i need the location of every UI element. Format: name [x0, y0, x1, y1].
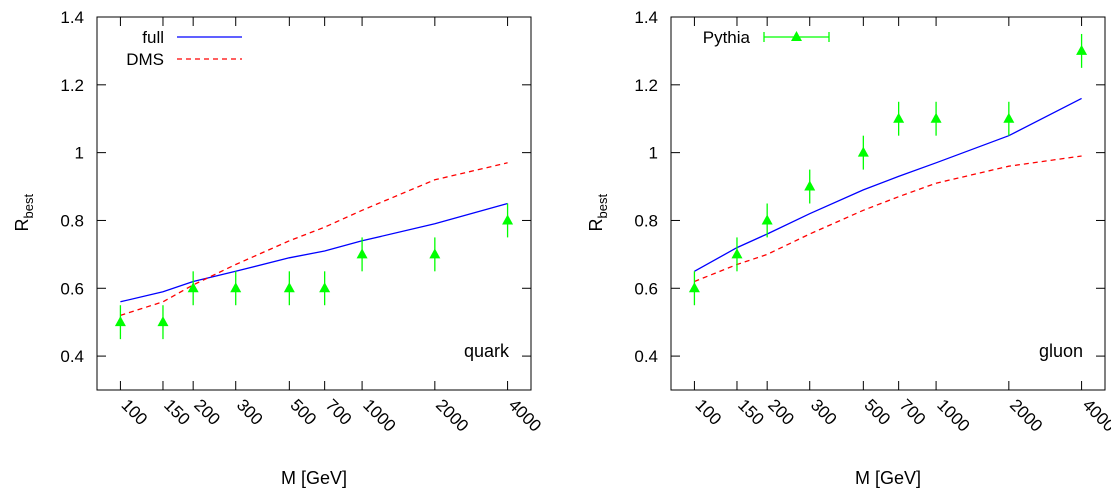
- data-point-series-2: [429, 248, 441, 259]
- series-line-full: [120, 202, 508, 303]
- legend-marker-pythia: [791, 31, 802, 41]
- y-tick-label: 0.4: [634, 347, 658, 366]
- data-point-series-2: [502, 214, 514, 225]
- series-line-series-0: [694, 97, 1082, 272]
- data-point-series-2: [114, 316, 126, 327]
- panel-annotation: quark: [464, 341, 510, 361]
- data-point-series-2: [356, 248, 368, 259]
- y-tick-label: 1.2: [634, 76, 658, 95]
- x-tick-label: 500: [287, 395, 320, 428]
- data-point-pythia: [1076, 44, 1088, 55]
- data-point-pythia: [1003, 112, 1015, 123]
- x-tick-label: 4000: [505, 395, 545, 435]
- x-axis-title: M [GeV]: [855, 468, 921, 488]
- y-tick-label: 1.2: [60, 76, 84, 95]
- x-tick-label: 200: [190, 395, 223, 428]
- data-point-pythia: [761, 214, 773, 225]
- plot-frame: [670, 16, 1106, 391]
- data-point-series-2: [283, 282, 295, 293]
- data-point-pythia: [930, 112, 942, 123]
- x-tick-label: 300: [807, 395, 840, 428]
- series-line-series-1: [694, 155, 1082, 283]
- y-tick-label: 0.8: [634, 211, 658, 230]
- y-axis-title-subscript: best: [21, 194, 36, 219]
- y-tick-label: 0.6: [60, 279, 84, 298]
- x-tick-label: 150: [160, 395, 193, 428]
- y-tick-label: 1: [649, 144, 658, 163]
- data-point-series-2: [319, 282, 331, 293]
- y-axis-title-main: R: [586, 219, 606, 232]
- legend-label-pythia: Pythia: [703, 28, 751, 47]
- y-tick-label: 0.6: [634, 279, 658, 298]
- x-tick-label: 2000: [432, 395, 472, 435]
- y-axis-title-main: R: [12, 219, 32, 232]
- data-point-pythia: [688, 282, 700, 293]
- data-point-series-2: [187, 282, 199, 293]
- y-tick-label: 0.4: [60, 347, 84, 366]
- data-point-pythia: [857, 146, 869, 157]
- x-tick-label: 700: [896, 395, 929, 428]
- x-tick-label: 1000: [359, 395, 399, 435]
- series-line-dms: [120, 162, 508, 317]
- x-tick-label: 2000: [1006, 395, 1046, 435]
- y-tick-label: 1: [75, 144, 84, 163]
- x-tick-label: 200: [764, 395, 797, 428]
- x-tick-label: 100: [692, 395, 725, 428]
- legend-label-full: full: [142, 28, 164, 47]
- x-tick-label: 100: [118, 395, 151, 428]
- y-tick-label: 0.8: [60, 211, 84, 230]
- y-tick-label: 1.4: [634, 8, 658, 27]
- panel-annotation: gluon: [1039, 341, 1083, 361]
- y-axis-title: Rbest: [12, 194, 36, 232]
- legend-label-dms: DMS: [126, 50, 164, 69]
- x-tick-label: 1000: [933, 395, 973, 435]
- data-point-pythia: [893, 112, 905, 123]
- x-tick-label: 4000: [1079, 395, 1111, 435]
- data-point-series-2: [230, 282, 242, 293]
- data-point-pythia: [731, 248, 743, 259]
- x-tick-label: 300: [233, 395, 266, 428]
- y-axis-title-subscript: best: [595, 194, 610, 219]
- data-point-pythia: [804, 180, 816, 191]
- x-tick-label: 500: [861, 395, 894, 428]
- x-tick-label: 700: [322, 395, 355, 428]
- plot-frame: [96, 16, 532, 391]
- y-tick-label: 1.4: [60, 8, 84, 27]
- data-point-series-2: [157, 316, 169, 327]
- x-tick-label: 150: [734, 395, 767, 428]
- x-axis-title: M [GeV]: [281, 468, 347, 488]
- y-axis-title: Rbest: [586, 194, 610, 232]
